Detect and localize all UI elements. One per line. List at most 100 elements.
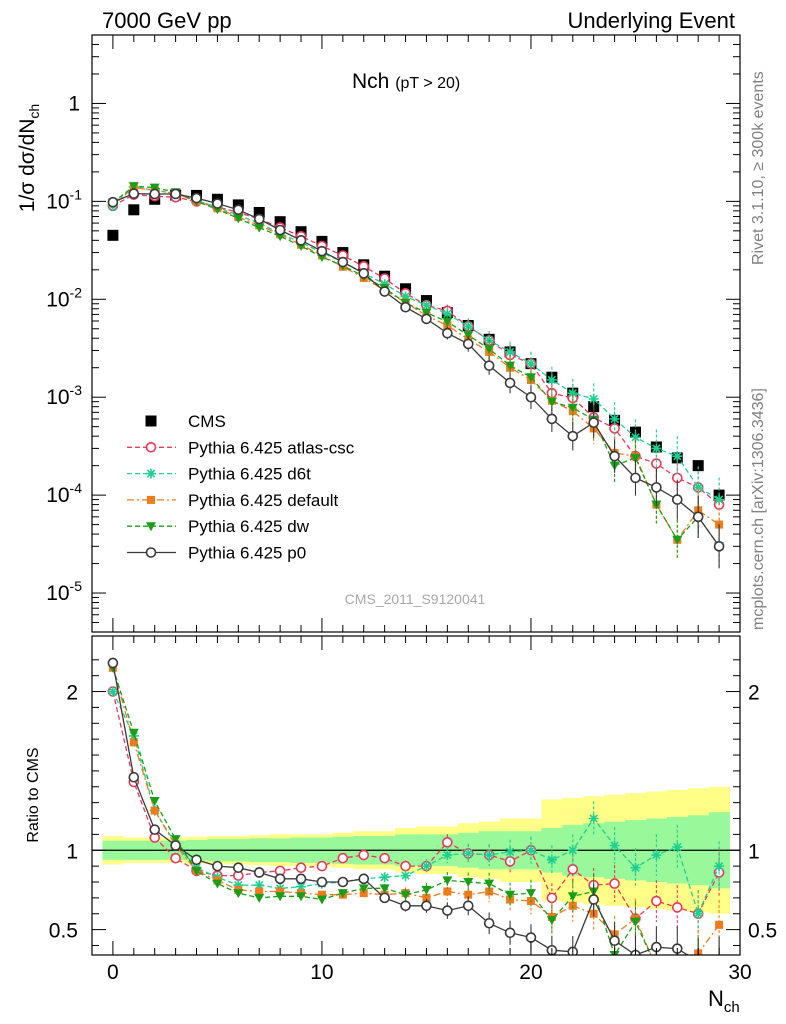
ratio-point: [316, 876, 328, 888]
ratio-point: [483, 917, 495, 929]
side-text-top: Rivet 3.1.10, ≥ 300k events: [750, 71, 767, 265]
data-point: [567, 388, 578, 399]
data-point: [358, 268, 370, 279]
data-point: [462, 338, 474, 350]
ratio-plot: 0.5 0.51 12 20 10 20 30: [49, 635, 777, 984]
data-point: [463, 321, 474, 332]
ratio-point: [630, 917, 641, 927]
ratio-frame: [91, 635, 741, 956]
data-point: [233, 214, 244, 224]
data-point: [651, 443, 662, 454]
ratio-point: [567, 863, 579, 875]
ratio-y-tick-label: 2: [66, 682, 78, 705]
data-point: [128, 204, 140, 216]
ratio-point: [421, 900, 432, 912]
data-point: [442, 327, 453, 339]
ratio-point: [233, 880, 244, 891]
ratio-point: [609, 935, 620, 947]
ratio-point: [170, 835, 181, 845]
data-point: [128, 188, 140, 199]
ratio-point: [421, 885, 432, 895]
data-point: [504, 377, 516, 389]
data-point: [546, 413, 558, 425]
ratio-point: [463, 848, 474, 859]
ratio-point: [254, 893, 265, 903]
ratio-point: [316, 895, 327, 905]
ratio-point: [150, 806, 159, 815]
ratio-point: [170, 852, 181, 864]
data-point: [295, 235, 307, 246]
data-point: [672, 451, 683, 462]
ratio-point: [715, 957, 724, 966]
ratio-point: [588, 894, 599, 905]
ratio-point: [212, 879, 223, 889]
data-point: [170, 188, 181, 200]
data-point: [692, 511, 704, 523]
data-point: [525, 373, 536, 383]
x-tick-label: 20: [519, 961, 542, 984]
legend-item-atlas-csc: Pythia 6.425 atlas-csc: [127, 438, 355, 457]
ratio-point: [233, 862, 244, 874]
ratio-point: [484, 879, 495, 889]
ratio-point: [505, 846, 516, 857]
ratio-point: [525, 932, 537, 943]
ratio-point: [442, 905, 453, 916]
legend-label: Pythia 6.425 default: [188, 491, 339, 510]
ratio-point: [128, 728, 139, 738]
series-p0: [107, 188, 725, 569]
ratio-point: [149, 797, 160, 807]
legend-item-d6t: Pythia 6.425 d6t: [127, 465, 311, 484]
x-tick-label: 0: [107, 961, 119, 984]
xlabel: Nch: [708, 986, 740, 1016]
main-y-tick-label: 10-5: [46, 578, 82, 605]
legend-marker: [147, 495, 155, 504]
ratio-point: [651, 850, 662, 861]
main-ylabel: 1/σ dσ/dNch: [16, 104, 42, 212]
data-point: [672, 535, 683, 545]
ratio-line: [112, 691, 720, 916]
ratio-point: [671, 902, 683, 913]
data-point: [525, 391, 537, 403]
ratio-point: [484, 850, 495, 861]
legend-item-p0: Pythia 6.425 p0: [127, 544, 306, 563]
data-point: [253, 206, 265, 218]
ratio-point: [652, 964, 660, 972]
data-point: [107, 229, 119, 241]
ratio-point: [672, 842, 683, 853]
ratio-point: [693, 957, 703, 966]
data-point: [421, 308, 432, 318]
ratio-point: [379, 852, 390, 864]
series-line: [112, 187, 720, 541]
ratio-point: [609, 840, 620, 851]
legend-marker: [146, 522, 156, 532]
series-line: [112, 194, 720, 506]
ratio-x-ticks: [91, 636, 741, 955]
legend-marker: [145, 441, 157, 453]
data-point: [651, 458, 662, 469]
data-point: [107, 196, 119, 208]
legend: CMS Pythia 6.425 atlas-csc Pythia 6.425 d6…: [127, 412, 355, 563]
ratio-point: [400, 870, 411, 881]
x-tick-label: 30: [728, 961, 751, 984]
data-point: [484, 345, 495, 355]
ratio-series-dw: [107, 663, 720, 966]
ratio-point: [295, 873, 307, 885]
ratio-point: [358, 849, 370, 861]
header-left: 7000 GeV pp: [102, 8, 232, 33]
ratio-point: [107, 686, 118, 697]
watermark: CMS_2011_S9120041: [345, 591, 486, 607]
legend-item-CMS: CMS: [145, 412, 226, 431]
ratio-point: [442, 837, 453, 848]
data-point: [588, 417, 599, 428]
data-point: [337, 256, 349, 268]
ratio-point: [358, 873, 370, 885]
ratio-point: [715, 920, 724, 929]
ratio-point: [276, 887, 285, 896]
ratio-point: [504, 927, 516, 939]
data-point: [693, 482, 704, 493]
data-point: [421, 313, 432, 325]
data-point: [442, 308, 453, 319]
data-point: [714, 494, 725, 505]
series-dw: [107, 182, 725, 569]
ratio-point: [170, 840, 181, 851]
